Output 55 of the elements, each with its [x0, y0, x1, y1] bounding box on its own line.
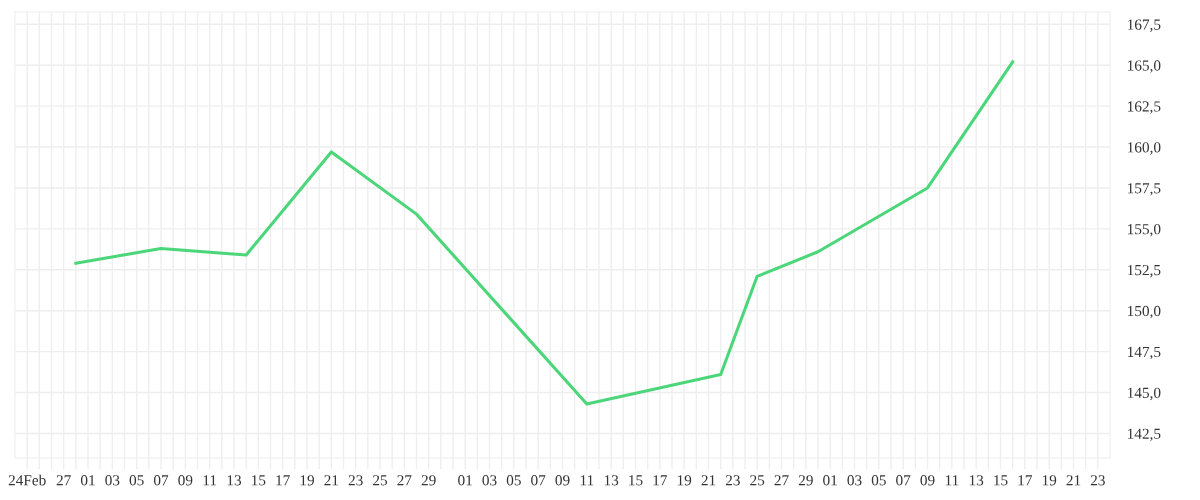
- y-tick-label: 162,5: [1128, 101, 1161, 114]
- x-tick-label: 21: [1066, 475, 1081, 486]
- x-tick-label: 17: [276, 475, 290, 486]
- x-tick-label: 23: [348, 475, 363, 486]
- x-tick-label: 01: [458, 475, 472, 486]
- y-tick-label: 150,0: [1128, 305, 1161, 319]
- x-tick-label: 09: [555, 475, 570, 486]
- y-tick-label: 167,5: [1128, 19, 1161, 32]
- x-tick-label: 13: [604, 475, 619, 486]
- x-tick-label: 11: [203, 475, 217, 486]
- x-tick-label: 15: [252, 475, 266, 486]
- x-tick-label: 11: [580, 475, 594, 486]
- x-tick-label: 13: [969, 475, 984, 486]
- y-tick-label: 160,0: [1128, 142, 1161, 155]
- x-tick-label: 05: [506, 475, 521, 486]
- x-tick-label: 05: [129, 475, 144, 486]
- x-tick-label: 23: [1090, 475, 1105, 486]
- y-tick-label: 142,5: [1128, 428, 1161, 442]
- y-tick-label: 165,0: [1128, 60, 1161, 73]
- x-tick-label: 23: [725, 475, 740, 486]
- y-tick-label: 147,5: [1128, 346, 1161, 360]
- x-tick-label: 29: [421, 475, 436, 486]
- x-tick-label: 24Feb: [8, 474, 46, 486]
- x-tick-label: 07: [153, 475, 169, 486]
- x-tick-label: 19: [1042, 475, 1057, 486]
- x-tick-label: 27: [774, 475, 789, 486]
- x-tick-label: 07: [531, 475, 546, 486]
- x-tick-label: 05: [871, 475, 886, 486]
- x-tick-label: 17: [1018, 475, 1033, 486]
- x-tick-label: 03: [105, 475, 120, 486]
- x-tick-label: 25: [373, 475, 388, 486]
- y-tick-label: 157,5: [1128, 183, 1161, 196]
- x-tick-label: 19: [677, 475, 692, 486]
- x-tick-label: 27: [397, 475, 412, 486]
- x-tick-label: 19: [300, 475, 315, 486]
- x-tick-label: 27: [56, 475, 71, 486]
- x-tick-label: 21: [701, 475, 716, 486]
- x-tick-label: 13: [227, 475, 242, 486]
- x-tick-label: 09: [920, 475, 935, 486]
- x-tick-label: 25: [750, 475, 765, 486]
- x-tick-label: 03: [482, 475, 497, 486]
- x-tick-label: 07: [896, 475, 911, 486]
- x-tick-label: 01: [80, 475, 95, 486]
- x-tick-label: 15: [629, 475, 643, 486]
- x-tick-label: 11: [945, 475, 959, 486]
- x-tick-label: 09: [178, 475, 193, 486]
- x-tick-label: 03: [847, 475, 862, 486]
- x-tick-label: 15: [994, 475, 1008, 486]
- x-tick-label: 29: [798, 475, 813, 486]
- y-tick-label: 152,5: [1128, 264, 1161, 278]
- x-tick-label: 17: [653, 475, 668, 486]
- y-tick-label: 145,0: [1128, 387, 1161, 401]
- x-tick-label: 21: [324, 475, 339, 486]
- y-tick-label: 155,0: [1128, 224, 1161, 237]
- x-tick-label: 01: [823, 475, 837, 486]
